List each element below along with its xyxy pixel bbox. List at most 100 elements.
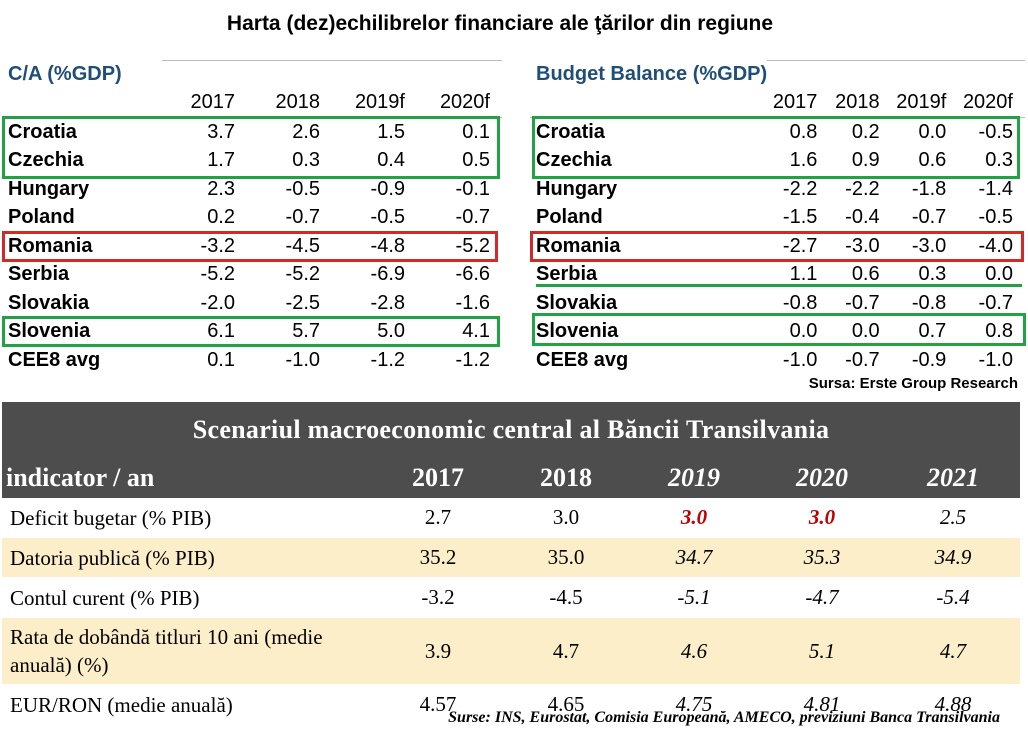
value-cell: -0.7: [455, 206, 490, 229]
value-cell: 0.3: [292, 149, 320, 172]
value-cell: -0.5: [978, 206, 1013, 229]
budget-row-slovenia: Slovenia 0.0 0.0 0.7 0.8: [530, 318, 1025, 347]
value-cell: 1.5: [377, 120, 405, 143]
value-cell: 3.9: [374, 617, 502, 685]
scenario-title: Scenariul macroeconomic central al Bănci…: [2, 402, 1020, 458]
scenario-year-header: 2020: [758, 458, 886, 498]
ca-year-header: 2020f: [417, 88, 502, 118]
value-cell: 0.5: [462, 149, 490, 172]
country-name: Slovenia: [8, 320, 91, 343]
value-cell: 0.2: [851, 120, 880, 143]
value-cell: -0.5: [978, 120, 1013, 143]
country-name: Serbia: [536, 263, 598, 286]
budget-row-cee8-avg: CEE8 avg -1.0 -0.7 -0.9 -1.0: [530, 346, 1025, 375]
value-cell: -2.2: [845, 177, 880, 200]
value-cell: -0.7: [845, 291, 880, 314]
country-name: Poland: [536, 206, 603, 229]
value-cell: -0.7: [285, 206, 320, 229]
country-name: Poland: [8, 206, 75, 229]
value-cell: -3.0: [845, 234, 880, 257]
value-cell: -4.5: [502, 577, 630, 618]
country-name: Slovakia: [536, 291, 618, 314]
ca-row-slovakia: Slovakia -2.0 -2.5 -2.8 -1.6: [2, 289, 502, 318]
value-cell: -3.2: [374, 577, 502, 618]
budget-row-serbia: Serbia 1.1 0.6 0.3 0.0: [530, 261, 1025, 290]
ca-row-cee8-avg: CEE8 avg 0.1 -1.0 -1.2 -1.2: [2, 346, 502, 375]
value-cell: 0.0: [851, 320, 880, 343]
value-cell: 0.0: [985, 263, 1013, 286]
value-cell: 4.6: [630, 617, 758, 685]
country-name: CEE8 avg: [8, 348, 101, 371]
value-cell: 5.0: [377, 320, 405, 343]
country-name: Serbia: [8, 263, 70, 286]
value-cell: 4.75: [630, 684, 758, 725]
value-cell: 3.0: [502, 498, 630, 538]
country-name: Czechia: [536, 149, 612, 172]
value-cell: 4.7: [886, 617, 1020, 685]
budget-year-header: 2017: [767, 88, 830, 118]
budget-year-header: 2019f: [891, 88, 959, 118]
value-cell: 4.7: [502, 617, 630, 685]
value-cell: 0.3: [918, 263, 947, 286]
value-cell: -2.5: [285, 291, 320, 314]
value-cell: -0.7: [845, 348, 880, 371]
value-cell: -0.7: [911, 206, 947, 229]
value-cell: 4.88: [886, 684, 1020, 725]
value-cell: -0.5: [285, 177, 320, 200]
value-cell: -5.2: [285, 263, 320, 286]
value-cell: -0.9: [911, 348, 947, 371]
value-cell: 4.1: [462, 320, 490, 343]
country-name: Hungary: [8, 177, 90, 200]
value-cell: -1.0: [978, 348, 1013, 371]
budget-row-slovakia: Slovakia -0.8 -0.7 -0.8 -0.7: [530, 289, 1025, 318]
scenario-row-deficit: Deficit bugetar (% PIB) 2.7 3.0 3.0 3.0 …: [2, 498, 1020, 538]
budget-row-croatia: Croatia 0.8 0.2 0.0 -0.5: [530, 118, 1025, 147]
value-cell: 0.2: [207, 206, 235, 229]
value-cell: -0.1: [455, 177, 490, 200]
value-cell: 5.7: [292, 320, 320, 343]
value-cell: -6.6: [455, 263, 490, 286]
country-name: Croatia: [536, 120, 605, 143]
value-cell: -4.5: [285, 234, 320, 257]
budget-row-romania: Romania -2.7 -3.0 -3.0 -4.0: [530, 232, 1025, 261]
value-cell: 0.6: [918, 149, 947, 172]
value-cell: -3.2: [200, 234, 235, 257]
value-cell-highlighted: 3.0: [630, 498, 758, 538]
value-cell: -1.0: [782, 348, 818, 371]
budget-year-header: 2018: [829, 88, 892, 118]
country-name: Slovakia: [8, 291, 90, 314]
value-cell: 2.3: [207, 177, 235, 200]
ca-row-hungary: Hungary 2.3 -0.5 -0.9 -0.1: [2, 175, 502, 204]
source-bt: Surse: INS, Eurostat, Comisia Europeană,…: [448, 709, 1000, 726]
value-cell: 1.6: [789, 149, 818, 172]
budget-year-header: 2020f: [958, 88, 1025, 118]
value-cell: 0.4: [377, 149, 405, 172]
value-cell: -0.8: [782, 291, 818, 314]
page-title: Harta (dez)echilibrelor financiare ale ţ…: [226, 12, 774, 35]
value-cell: -2.2: [782, 177, 818, 200]
value-cell: -1.4: [978, 177, 1013, 200]
scenario-year-header: 2018: [502, 458, 630, 498]
value-cell: 2.5: [886, 498, 1020, 538]
value-cell: -1.2: [455, 348, 490, 371]
value-cell: 0.8: [789, 120, 818, 143]
value-cell: -5.1: [630, 577, 758, 618]
value-cell: -1.5: [782, 206, 818, 229]
value-cell: -1.8: [911, 177, 947, 200]
scenario-year-header: 2019: [630, 458, 758, 498]
value-cell: 5.1: [758, 617, 886, 685]
ca-table-title: C/A (%GDP): [8, 62, 122, 85]
country-name: Romania: [536, 234, 621, 257]
value-cell: 4.57: [374, 684, 502, 725]
value-cell: 35.0: [502, 537, 630, 578]
value-cell: 2.6: [292, 120, 320, 143]
value-cell: -2.8: [370, 291, 405, 314]
value-cell: -4.8: [370, 234, 405, 257]
value-cell: 3.7: [207, 120, 235, 143]
indicator-label: Rata de dobândă titluri 10 ani (medie an…: [2, 617, 374, 685]
budget-row-poland: Poland -1.5 -0.4 -0.7 -0.5: [530, 204, 1025, 233]
country-name: Hungary: [536, 177, 618, 200]
value-cell: 0.1: [462, 120, 490, 143]
value-cell: 0.9: [851, 149, 880, 172]
ca-year-header: 2017: [162, 88, 247, 118]
